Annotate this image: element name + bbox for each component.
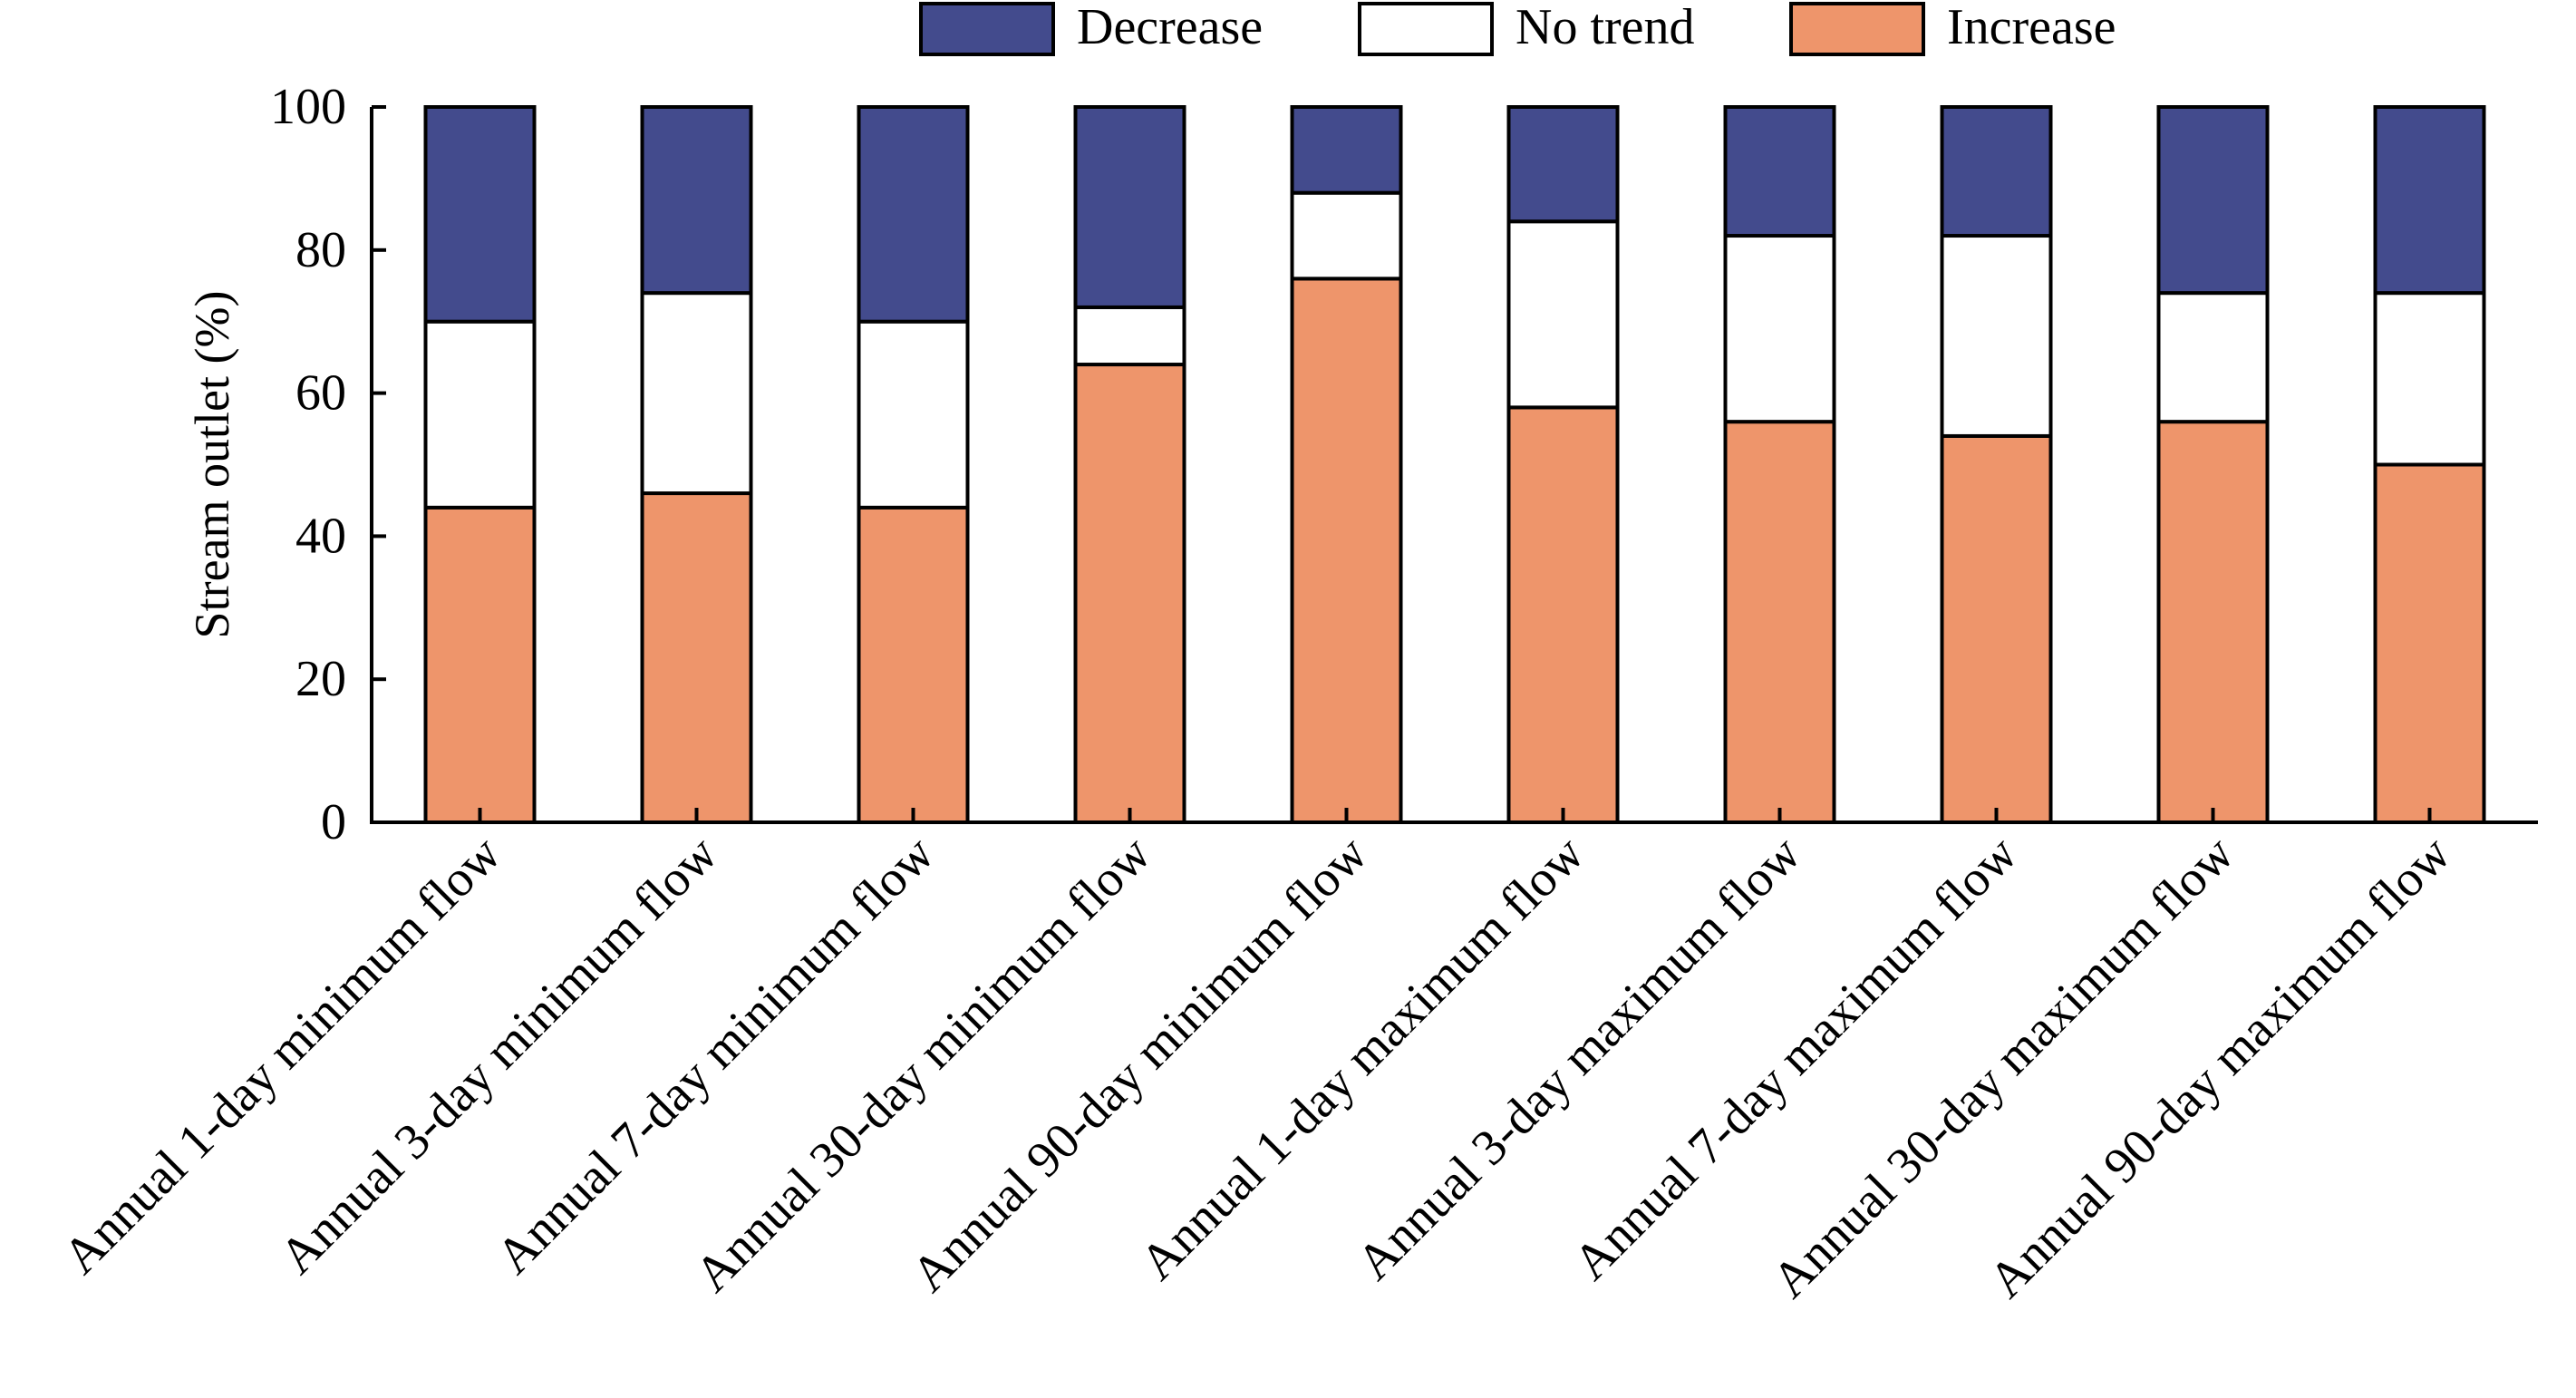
bar-decrease-1 [423, 105, 537, 324]
bar-no-trend-4 [1073, 305, 1186, 367]
bar-increase-10 [2373, 462, 2486, 824]
legend-label-decrease: Decrease [1077, 0, 1263, 55]
y-tick-label: 40 [295, 508, 346, 564]
bar-no-trend-8 [1940, 234, 2053, 438]
legend-swatch-no-trend [1358, 2, 1494, 56]
legend-label-no-trend: No trend [1516, 0, 1695, 55]
bar-no-trend-1 [423, 319, 537, 510]
bar-no-trend-10 [2373, 291, 2486, 467]
legend-swatch-increase [1789, 2, 1925, 56]
x-tick-label: Annual 30-day maximum flow [1761, 825, 2245, 1309]
bar-increase-8 [1940, 433, 2053, 824]
bar-decrease-4 [1073, 105, 1186, 309]
axes [370, 107, 2538, 824]
bar-no-trend-7 [1723, 234, 1836, 424]
bar-no-trend-3 [857, 319, 970, 510]
y-tick-label: 80 [295, 222, 346, 278]
y-tick-label: 0 [321, 794, 346, 850]
x-tick-label: Annual 30-day minimum flow [684, 825, 1162, 1303]
bar-increase-1 [423, 505, 537, 825]
bar-decrease-10 [2373, 105, 2486, 296]
bar-no-trend-9 [2156, 291, 2270, 424]
x-tick-label: Annual 90-day minimum flow [901, 825, 1379, 1303]
bar-no-trend-6 [1506, 219, 1620, 410]
legend-label-increase: Increase [1947, 0, 2116, 55]
legend: Decrease No trend Increase [919, 0, 2116, 56]
x-tick-label: Annual 7-day maximum flow [1563, 825, 2029, 1291]
legend-swatch-decrease [919, 2, 1055, 56]
x-tick-label: Annual 1-day minimum flow [53, 825, 512, 1285]
x-tick-label: Annual 1-day maximum flow [1129, 825, 1595, 1291]
bar-increase-3 [857, 505, 970, 825]
bar-increase-9 [2156, 420, 2270, 824]
x-tick-label: Annual 3-day minimum flow [269, 825, 729, 1285]
bar-decrease-9 [2156, 105, 2270, 296]
bar-no-trend-5 [1290, 190, 1403, 281]
bar-increase-5 [1290, 277, 1403, 824]
bar-increase-2 [640, 491, 753, 824]
x-tick-label: Annual 3-day maximum flow [1346, 825, 1812, 1291]
bar-decrease-5 [1290, 105, 1403, 195]
bars [423, 105, 2486, 825]
bar-increase-4 [1073, 363, 1186, 824]
bar-no-trend-2 [640, 291, 753, 496]
y-tick-label: 20 [295, 651, 346, 707]
y-ticks: 0 20 40 60 80 100 [270, 79, 386, 850]
y-tick-label: 100 [270, 79, 346, 135]
bar-increase-6 [1506, 405, 1620, 824]
bar-decrease-2 [640, 105, 753, 296]
y-axis-label: Stream outlet (%) [185, 291, 239, 639]
bar-decrease-8 [1940, 105, 2053, 238]
bar-decrease-6 [1506, 105, 1620, 224]
y-tick-label: 60 [295, 365, 346, 422]
x-tick-label: Annual 90-day maximum flow [1978, 825, 2462, 1309]
x-tick-label: Annual 7-day minimum flow [486, 825, 945, 1285]
bar-increase-7 [1723, 420, 1836, 824]
bar-decrease-3 [857, 105, 970, 324]
bar-decrease-7 [1723, 105, 1836, 238]
